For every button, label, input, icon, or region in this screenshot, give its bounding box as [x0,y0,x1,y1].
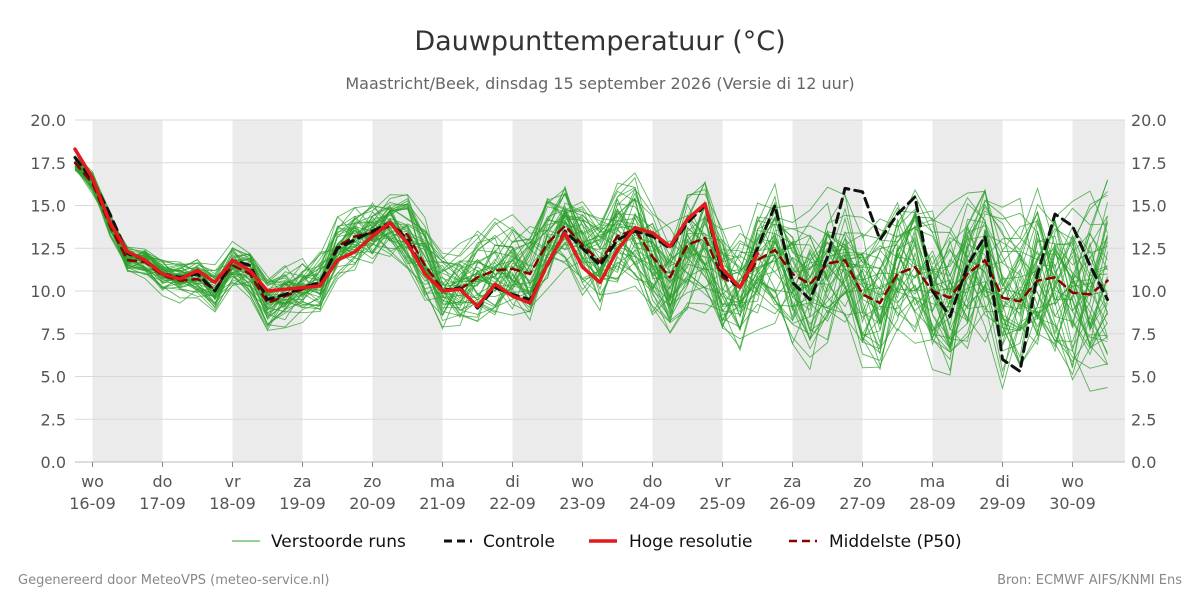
y-tick-label-left: 17.5 [30,154,66,173]
x-tick-weekday: di [505,472,520,491]
chart-subtitle: Maastricht/Beek, dinsdag 15 september 20… [345,74,854,93]
y-tick-label-right: 20.0 [1131,111,1167,130]
x-tick-weekday: do [153,472,173,491]
x-tick-weekday: za [293,472,311,491]
y-tick-label-left: 2.5 [41,410,66,429]
legend-label-high-res: Hoge resolutie [629,532,753,552]
high-res-line [73,147,760,309]
main-series [73,147,1109,373]
x-tick-weekday: do [643,472,663,491]
y-axis-left: 0.0 2.5 5.0 7.5 10.0 12.5 15.0 17.5 20.0 [30,111,66,472]
y-axis-right: 0.0 2.5 5.0 7.5 10.0 12.5 15.0 17.5 20.0 [1131,111,1167,472]
p50-line [73,161,1109,305]
control-line [73,156,1109,373]
y-tick-label-left: 10.0 [30,282,66,301]
legend-item-ensemble: Verstoorde runs [232,532,406,552]
x-tick-date: 23-09 [559,494,606,513]
x-tick-date: 24-09 [629,494,676,513]
y-tick-label-left: 5.0 [41,368,66,387]
y-tick-label-right: 0.0 [1131,453,1156,472]
legend-item-p50: Middelste (P50) [789,532,962,552]
y-tick-label-right: 12.5 [1131,239,1167,258]
y-tick-label-right: 2.5 [1131,410,1156,429]
y-tick-label-left: 0.0 [41,453,66,472]
legend-item-control: Controle [444,532,555,552]
footer-source: Bron: ECMWF AIFS/KNMI Ens [997,573,1182,588]
y-tick-label-right: 17.5 [1131,154,1167,173]
legend-item-high-res: Hoge resolutie [589,532,753,552]
x-tick-weekday: vr [714,472,730,491]
y-tick-label-right: 15.0 [1131,197,1167,216]
legend-label-ensemble: Verstoorde runs [271,532,406,552]
x-tick-weekday: zo [853,472,871,491]
y-tick-label-left: 20.0 [30,111,66,130]
y-tick-label-right: 5.0 [1131,368,1156,387]
x-tick-weekday: zo [363,472,381,491]
x-tick-date: 27-09 [839,494,886,513]
x-tick-date: 22-09 [489,494,536,513]
x-tick-weekday: ma [920,472,945,491]
x-tick-date: 18-09 [209,494,256,513]
y-tick-label-left: 12.5 [30,239,66,258]
x-tick-weekday: vr [224,472,240,491]
ensemble-member-line [74,167,1108,376]
x-tick-date: 26-09 [769,494,816,513]
x-tick-date: 25-09 [699,494,746,513]
x-tick-date: 19-09 [279,494,326,513]
legend-label-p50: Middelste (P50) [829,532,962,552]
x-tick-weekday: ma [430,472,455,491]
ensemble-member-line [74,169,1108,332]
x-tick-date: 21-09 [419,494,466,513]
ensemble-member-line [74,165,1108,365]
x-axis: wo 16-09 do 17-09 vr 18-09 za 19-09 zo 20-09 ma 21-… [69,462,1096,513]
x-tick-weekday: wo [1061,472,1084,491]
ensemble-member-line [74,157,1108,348]
x-tick-date: 17-09 [139,494,186,513]
ensemble-member-line [74,156,1108,361]
ensemble-member-line [74,156,1108,371]
y-tick-label-right: 7.5 [1131,325,1156,344]
legend-label-control: Controle [483,532,555,552]
x-tick-weekday: di [995,472,1010,491]
ensemble-member-line [74,155,1108,373]
x-tick-date: 28-09 [909,494,956,513]
footer-credit: Gegenereerd door MeteoVPS (meteo-service… [18,573,329,588]
chart-title: Dauwpunttemperatuur (°C) [414,26,785,57]
x-tick-weekday: za [783,472,801,491]
legend: Verstoorde runs Controle Hoge resolutie … [232,532,962,552]
y-tick-label-left: 7.5 [41,325,66,344]
x-tick-date: 16-09 [69,494,116,513]
x-tick-date: 30-09 [1049,494,1096,513]
ensemble-member-line [74,157,1108,346]
x-tick-weekday: wo [81,472,104,491]
x-tick-date: 20-09 [349,494,396,513]
x-tick-date: 29-09 [979,494,1026,513]
y-tick-label-right: 10.0 [1131,282,1167,301]
x-tick-weekday: wo [571,472,594,491]
ensemble-member-line [74,160,1108,340]
y-tick-label-left: 15.0 [30,197,66,216]
